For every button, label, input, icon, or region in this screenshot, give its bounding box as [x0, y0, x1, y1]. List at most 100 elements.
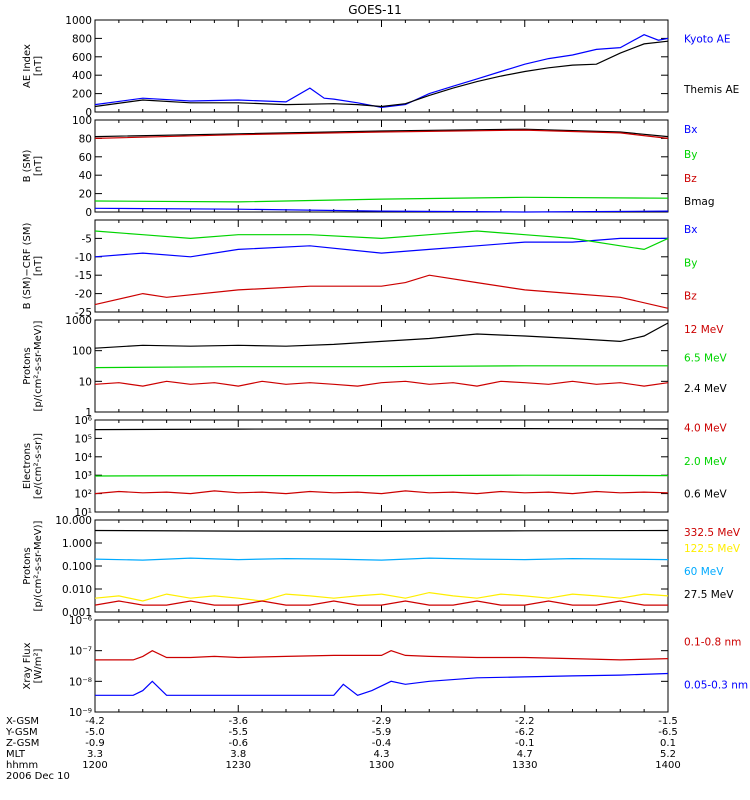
- series-line: [94, 129, 669, 139]
- y-tick-label: 10⁻⁶: [69, 615, 92, 627]
- y-tick-label: -20: [75, 289, 92, 301]
- series-label: 0.05-0.3 nm: [684, 679, 748, 691]
- series-line: [94, 380, 669, 387]
- panel-6: 0.001 0.010 0.100 1.000 10.000 Protons[p/(cm²…: [22, 515, 741, 619]
- series-line: [95, 672, 669, 696]
- y-tick-label: 10⁵: [74, 433, 92, 445]
- y-tick-label: 10³: [74, 470, 92, 482]
- y-axis-label: Protons[p/(cm²-s-sr-MeV)]: [22, 320, 44, 411]
- series-line: [94, 230, 669, 251]
- y-tick-label: 0.010: [62, 584, 92, 596]
- y-tick-label: -15: [75, 270, 92, 282]
- y-tick-label: 0.001: [62, 607, 92, 619]
- footer-value: 1400: [655, 760, 680, 771]
- series-label: Bz: [684, 173, 697, 185]
- y-axis-label: Electrons[e/(cm²-s-sr)]: [22, 433, 44, 499]
- y-tick-label: 10⁻⁹: [69, 707, 92, 719]
- footer-value: 1330: [512, 760, 537, 771]
- series-line: [94, 274, 669, 309]
- y-axis-label: Xray Flux[W/m²]: [22, 642, 44, 689]
- y-tick-label: 600: [72, 52, 92, 64]
- y-axis-label: B (SM)[nT]: [22, 149, 44, 182]
- y-tick-label: 0: [85, 207, 92, 219]
- series-line: [94, 428, 669, 431]
- y-tick-label: 10.000: [55, 515, 92, 527]
- panel-5: 10¹ 10² 10³ 10⁴ 10⁵ 10⁶ Electrons[e/(cm²-s-sr)…: [22, 415, 728, 519]
- series-line: [94, 490, 669, 495]
- series-line: [94, 365, 668, 369]
- footer-value: 5.2: [660, 749, 676, 760]
- footer-row-label: hhmm: [6, 760, 38, 771]
- footer-value: 4.7: [517, 749, 533, 760]
- series-line: [95, 650, 669, 661]
- series-line: [94, 207, 669, 213]
- footer-value: -3.6: [228, 716, 248, 727]
- series-label: 332.5 MeV: [684, 527, 741, 539]
- footer-value: -6.2: [515, 727, 535, 738]
- panel-2: 0 20 40 60 80 100 B (SM)[nT] Bx By Bz Bmag: [22, 115, 715, 219]
- series-label: Kyoto AE: [684, 33, 730, 45]
- y-axis-label: B (SM)−CRF (SM)[nT]: [22, 222, 44, 309]
- footer-value: -0.6: [228, 738, 248, 749]
- y-tick-label: 0: [85, 107, 92, 119]
- y-tick-label: 100: [72, 115, 92, 127]
- panel-frame: [94, 19, 669, 113]
- series-label: 122.5 MeV: [684, 543, 741, 555]
- series-label: 0.1-0.8 nm: [684, 636, 741, 648]
- series-label: 27.5 MeV: [684, 589, 734, 601]
- y-tick-label: 10⁴: [74, 452, 92, 464]
- y-axis-label: AE Index[nT]: [22, 44, 44, 88]
- series-label: Themis AE: [683, 84, 739, 96]
- y-tick-label: 1: [85, 407, 92, 419]
- footer-value: 3.8: [230, 749, 246, 760]
- y-tick-label: 80: [79, 133, 92, 145]
- panel-1: 0 200 400 600 800 1000 AE Index[nT] Kyoto AE The…: [22, 15, 739, 119]
- y-tick-label: 400: [72, 70, 92, 82]
- footer-value: -0.1: [515, 738, 535, 749]
- panel-frame: [94, 219, 669, 313]
- y-tick-label: 10: [79, 376, 92, 388]
- panel-3: -25 -20 -15 -10 -5 B (SM)−CRF (SM)[nT] Bx By Bz: [22, 219, 697, 319]
- series-label: Bz: [684, 290, 697, 302]
- y-tick-label: 800: [72, 33, 92, 45]
- footer-value: -0.4: [372, 738, 392, 749]
- y-tick-label: -25: [75, 307, 92, 319]
- panel-frame: [94, 619, 669, 713]
- y-tick-label: 0.100: [62, 561, 92, 573]
- y-tick-label: 10⁶: [74, 415, 92, 427]
- y-tick-label: 60: [79, 152, 92, 164]
- y-tick-label: 20: [79, 189, 92, 201]
- series-line: [94, 128, 669, 138]
- footer-value: 1300: [369, 760, 394, 771]
- series-label: 12 MeV: [684, 324, 724, 336]
- footer-value: -5.0: [85, 727, 105, 738]
- panel-7: 10⁻⁹ 10⁻⁸ 10⁻⁷ 10⁻⁶ Xray Flux[W/m²] 0.1-0.8 n…: [22, 615, 748, 719]
- footer-date: 2006 Dec 10: [6, 771, 70, 782]
- panel-frame: [94, 419, 669, 513]
- footer-value: 3.3: [87, 749, 103, 760]
- series-line: [94, 529, 669, 533]
- y-tick-label: 10²: [74, 489, 92, 501]
- footer-value: -4.2: [85, 716, 105, 727]
- footer-value: 1230: [226, 760, 251, 771]
- series-line: [94, 34, 669, 109]
- series-label: 2.0 MeV: [684, 456, 728, 468]
- footer-value: -2.9: [372, 716, 392, 727]
- series-label: 4.0 MeV: [684, 422, 728, 434]
- y-tick-label: 200: [72, 89, 92, 101]
- footer-value: 0.1: [660, 738, 676, 749]
- y-tick-label: 10⁻⁸: [69, 676, 92, 688]
- series-line: [94, 474, 669, 477]
- series-label: Bx: [684, 224, 697, 236]
- footer-value: 1200: [82, 760, 107, 771]
- series-label: 6.5 MeV: [684, 352, 728, 364]
- y-tick-label: 1.000: [62, 538, 92, 550]
- footer-value: -1.5: [658, 716, 678, 727]
- y-tick-label: 10¹: [74, 507, 92, 519]
- panel-frame: [94, 519, 669, 613]
- series-line: [94, 322, 669, 349]
- series-label: Bx: [684, 124, 697, 136]
- series-line: [94, 600, 668, 606]
- footer-value: -0.9: [85, 738, 105, 749]
